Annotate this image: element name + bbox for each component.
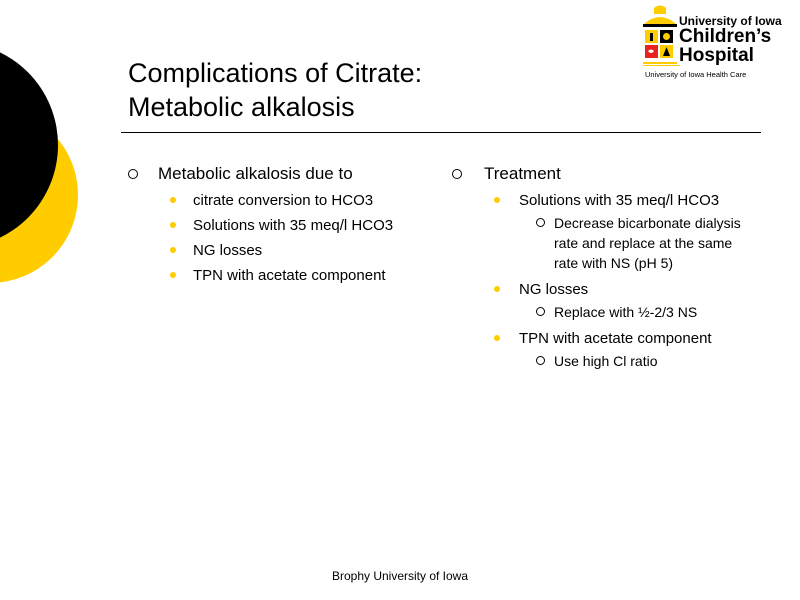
logo-university-text: University of Iowa: [679, 14, 782, 28]
left-item-text: citrate conversion to HCO3: [193, 192, 374, 209]
left-item-text: TPN with acetate component: [193, 267, 386, 284]
logo-health-care-text: University of Iowa Health Care: [645, 70, 747, 79]
left-heading: Metabolic alkalosis due to: [158, 164, 353, 183]
treatment-subitem: Decrease bicarbonate dialysis rate and r…: [554, 215, 741, 271]
list-item: NG losses: [128, 238, 438, 263]
list-item: TPN with acetate component: [452, 326, 772, 351]
sub-list-item: Decrease bicarbonate dialysis rate and r…: [452, 213, 754, 273]
treatment-label: TPN with acetate component: [519, 330, 712, 347]
left-item-text: Solutions with 35 meq/l HCO3: [193, 217, 394, 234]
logo-hospital-text: Hospital: [679, 45, 754, 66]
hollow-circle-bullet-icon: [536, 356, 545, 365]
list-item: Solutions with 35 meq/l HCO3: [128, 213, 438, 238]
hollow-circle-bullet-icon: [452, 169, 462, 179]
treatment-subitem: Use high Cl ratio: [554, 353, 658, 369]
treatment-subitem: Replace with ½-2/3 NS: [554, 304, 698, 320]
list-item: TPN with acetate component: [128, 263, 438, 288]
yellow-dot-bullet-icon: [170, 272, 176, 278]
yellow-dot-bullet-icon: [170, 197, 176, 203]
yellow-dot-bullet-icon: [170, 247, 176, 253]
yellow-dot-bullet-icon: [170, 222, 176, 228]
slide-footer: Brophy University of Iowa: [331, 569, 469, 583]
left-item-text: NG losses: [193, 242, 263, 259]
sub-list-item: Use high Cl ratio: [452, 351, 772, 371]
title-line-1: Complications of Citrate:: [128, 58, 423, 88]
hollow-circle-bullet-icon: [128, 169, 138, 179]
childrens-hospital-logo: University of Iowa Children’s Hospital U…: [640, 4, 790, 80]
left-column: Metabolic alkalosis due to citrate conve…: [128, 162, 438, 288]
bullet-level1: Metabolic alkalosis due to: [128, 162, 438, 186]
hospital-building-icon: [643, 5, 680, 66]
yellow-dot-bullet-icon: [494, 286, 500, 292]
treatment-label: NG losses: [519, 281, 589, 298]
decorative-circles: [0, 52, 78, 283]
hollow-circle-bullet-icon: [536, 307, 545, 316]
title-divider: [121, 132, 761, 133]
list-item: NG losses: [452, 277, 772, 302]
right-heading: Treatment: [484, 164, 561, 183]
slide-title: Complications of Citrate: Metabolic alka…: [128, 56, 628, 124]
yellow-dot-bullet-icon: [494, 197, 500, 203]
treatment-label: Solutions with 35 meq/l HCO3: [519, 192, 720, 209]
yellow-dot-bullet-icon: [494, 335, 500, 341]
bullet-level1: Treatment: [452, 162, 772, 186]
sub-list-item: Replace with ½-2/3 NS: [452, 302, 772, 322]
logo-childrens-text: Children’s: [679, 26, 772, 47]
list-item: Solutions with 35 meq/l HCO3: [452, 188, 772, 213]
list-item: citrate conversion to HCO3: [128, 188, 438, 213]
hollow-circle-bullet-icon: [536, 218, 545, 227]
black-circle: [0, 52, 58, 238]
title-line-2: Metabolic alkalosis: [128, 92, 355, 122]
right-column: Treatment Solutions with 35 meq/l HCO3 D…: [452, 162, 772, 374]
